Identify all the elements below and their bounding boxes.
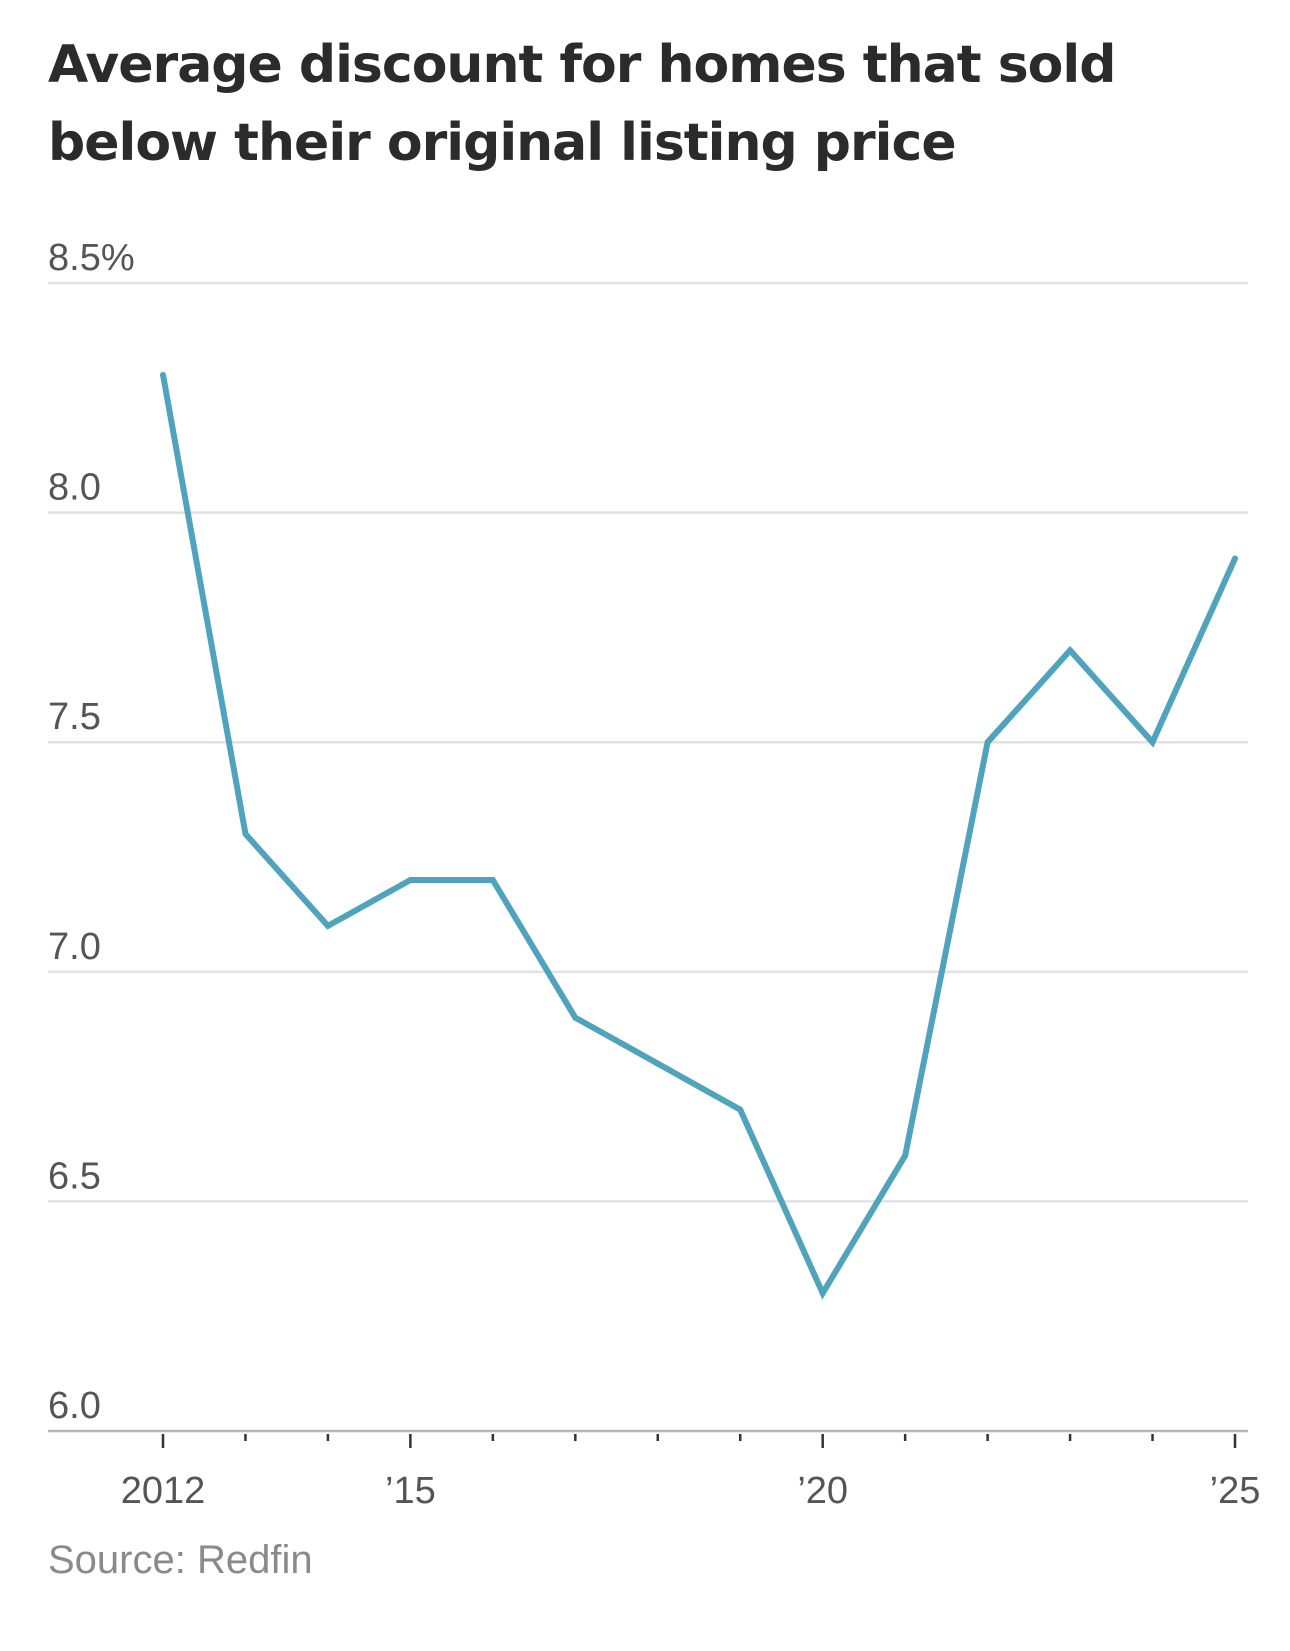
data-point xyxy=(654,1060,661,1067)
y-tick-label: 6.5 xyxy=(48,1155,101,1197)
tick-labels: 8.5% 8.0 7.5 7.0 6.5 6.0 2012 ’15 ’20 ’25 xyxy=(48,237,1260,1512)
y-tick-label: 7.0 xyxy=(48,926,101,968)
data-point xyxy=(489,876,496,883)
x-tick-label: ’15 xyxy=(385,1470,436,1512)
data-point xyxy=(819,1290,826,1297)
data-point xyxy=(737,1106,744,1113)
data-point xyxy=(902,1152,909,1159)
y-tick-label: 7.5 xyxy=(48,696,101,738)
source-note: Source: Redfin xyxy=(48,1538,313,1582)
data-point xyxy=(1067,647,1074,654)
data-point xyxy=(407,876,414,883)
data-point xyxy=(160,371,166,378)
chart-title: Average discount for homes that sold bel… xyxy=(48,35,1116,173)
data-point xyxy=(1232,555,1238,562)
data-point xyxy=(242,831,249,838)
x-tick-label: 2012 xyxy=(121,1470,206,1512)
x-tick-label: ’25 xyxy=(1210,1470,1261,1512)
y-tick-label: 8.5% xyxy=(48,237,135,279)
data-point xyxy=(572,1014,579,1021)
series-line xyxy=(160,374,1238,1300)
data-point xyxy=(1149,739,1156,746)
series-layer xyxy=(160,371,1238,1300)
y-tick-label: 6.0 xyxy=(48,1385,101,1427)
gridlines xyxy=(48,281,1248,1433)
x-tick-label: ’20 xyxy=(797,1470,848,1512)
data-point xyxy=(984,739,991,746)
data-point xyxy=(324,922,331,929)
y-tick-label: 8.0 xyxy=(48,467,101,509)
x-axis xyxy=(161,1434,1237,1448)
